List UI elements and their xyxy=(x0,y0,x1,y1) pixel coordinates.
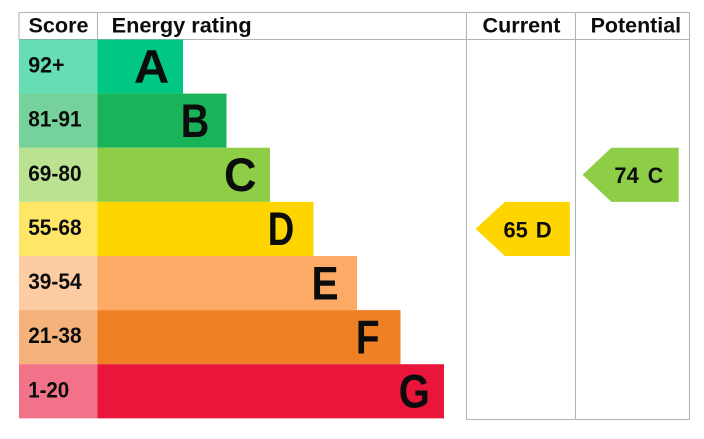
svg-text:D: D xyxy=(268,202,295,255)
svg-text:D: D xyxy=(536,217,552,242)
svg-text:Current: Current xyxy=(483,15,561,38)
svg-text:92+: 92+ xyxy=(28,53,64,78)
svg-text:39-54: 39-54 xyxy=(28,269,82,294)
svg-text:C: C xyxy=(648,163,663,188)
svg-text:F: F xyxy=(356,311,380,364)
svg-text:A: A xyxy=(134,40,170,93)
svg-text:Potential: Potential xyxy=(591,15,682,38)
svg-text:1-20: 1-20 xyxy=(28,377,69,402)
svg-text:65: 65 xyxy=(504,217,528,242)
svg-text:69-80: 69-80 xyxy=(28,161,81,186)
svg-text:21-38: 21-38 xyxy=(28,323,81,348)
svg-text:55-68: 55-68 xyxy=(28,215,81,240)
svg-text:C: C xyxy=(224,148,257,201)
svg-text:Score: Score xyxy=(29,15,89,38)
svg-text:E: E xyxy=(312,256,339,309)
svg-text:81-91: 81-91 xyxy=(28,107,81,132)
svg-text:G: G xyxy=(399,365,430,418)
svg-text:74: 74 xyxy=(614,163,639,188)
svg-text:B: B xyxy=(181,94,210,147)
svg-text:Energy rating: Energy rating xyxy=(112,15,252,38)
